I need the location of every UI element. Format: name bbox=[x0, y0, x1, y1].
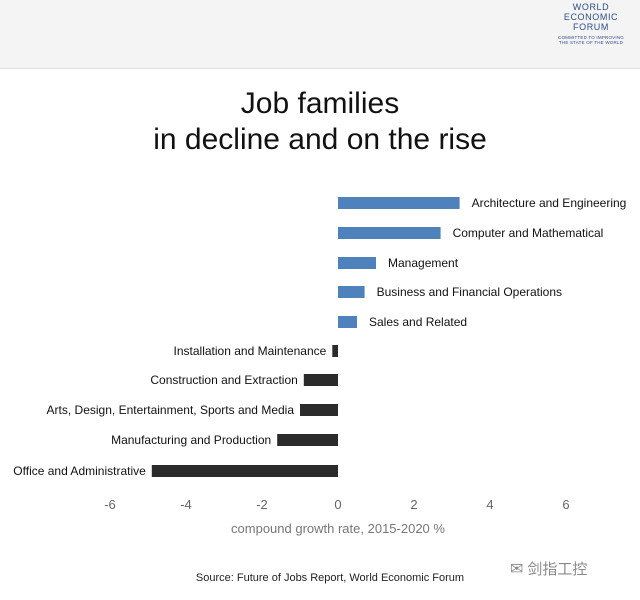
logo-line-1: WORLD bbox=[572, 2, 610, 12]
bar-label-7: Arts, Design, Entertainment, Sports and … bbox=[47, 403, 295, 417]
header-band: WORLD ECONOMIC FORUM COMMITTED TO IMPROV… bbox=[0, 0, 640, 69]
logo-line-2: ECONOMIC bbox=[563, 12, 619, 22]
bar-label-1: Computer and Mathematical bbox=[453, 226, 604, 240]
source-note: Source: Future of Jobs Report, World Eco… bbox=[195, 572, 465, 584]
x-tick-4: 2 bbox=[410, 497, 417, 512]
bar-4 bbox=[338, 316, 357, 328]
bar-6 bbox=[303, 374, 338, 386]
chart-title: Job families in decline and on the rise bbox=[0, 86, 640, 158]
logo-line-3: FORUM bbox=[573, 22, 609, 32]
x-tick-6: 6 bbox=[562, 497, 569, 512]
bar-label-4: Sales and Related bbox=[369, 315, 467, 329]
wef-logo: WORLD ECONOMIC FORUM COMMITTED TO IMPROV… bbox=[556, 2, 626, 45]
wechat-icon: ✉ bbox=[510, 560, 524, 578]
logo-tagline: COMMITTED TO IMPROVING THE STATE OF THE … bbox=[558, 35, 624, 45]
bar-2 bbox=[338, 257, 376, 269]
watermark-text: 剑指工控 bbox=[527, 561, 588, 578]
bar-8 bbox=[277, 434, 338, 446]
bar-5 bbox=[332, 345, 338, 357]
bar-label-5: Installation and Maintenance bbox=[174, 344, 327, 358]
title-line-2: in decline and on the rise bbox=[153, 123, 487, 156]
bar-label-6: Construction and Extraction bbox=[150, 373, 297, 387]
x-tick-5: 4 bbox=[486, 497, 493, 512]
x-tick-3: 0 bbox=[334, 497, 341, 512]
x-tick-0: -6 bbox=[104, 497, 116, 512]
bar-label-8: Manufacturing and Production bbox=[111, 433, 271, 447]
x-axis-label: compound growth rate, 2015-2020 % bbox=[231, 521, 445, 536]
bar-0 bbox=[338, 197, 460, 209]
bar-7 bbox=[300, 404, 338, 416]
bar-label-9: Office and Administrative bbox=[13, 464, 146, 478]
x-tick-2: -2 bbox=[256, 497, 268, 512]
bar-label-2: Management bbox=[388, 256, 459, 270]
bar-3 bbox=[338, 286, 365, 298]
bar-9 bbox=[151, 465, 338, 477]
title-line-1: Job families bbox=[240, 87, 400, 120]
bar-1 bbox=[338, 227, 441, 239]
watermark: ✉ 剑指工控 bbox=[510, 558, 587, 579]
bar-label-3: Business and Financial Operations bbox=[377, 285, 562, 299]
bar-label-0: Architecture and Engineering bbox=[472, 196, 627, 210]
x-tick-1: -4 bbox=[180, 497, 192, 512]
